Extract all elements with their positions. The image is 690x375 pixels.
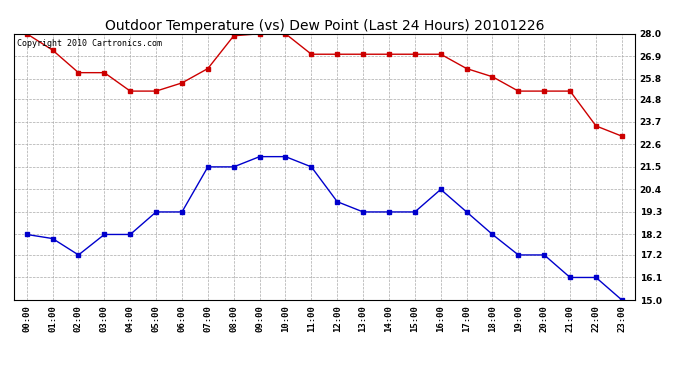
Text: Copyright 2010 Cartronics.com: Copyright 2010 Cartronics.com [17, 39, 162, 48]
Title: Outdoor Temperature (vs) Dew Point (Last 24 Hours) 20101226: Outdoor Temperature (vs) Dew Point (Last… [105, 19, 544, 33]
